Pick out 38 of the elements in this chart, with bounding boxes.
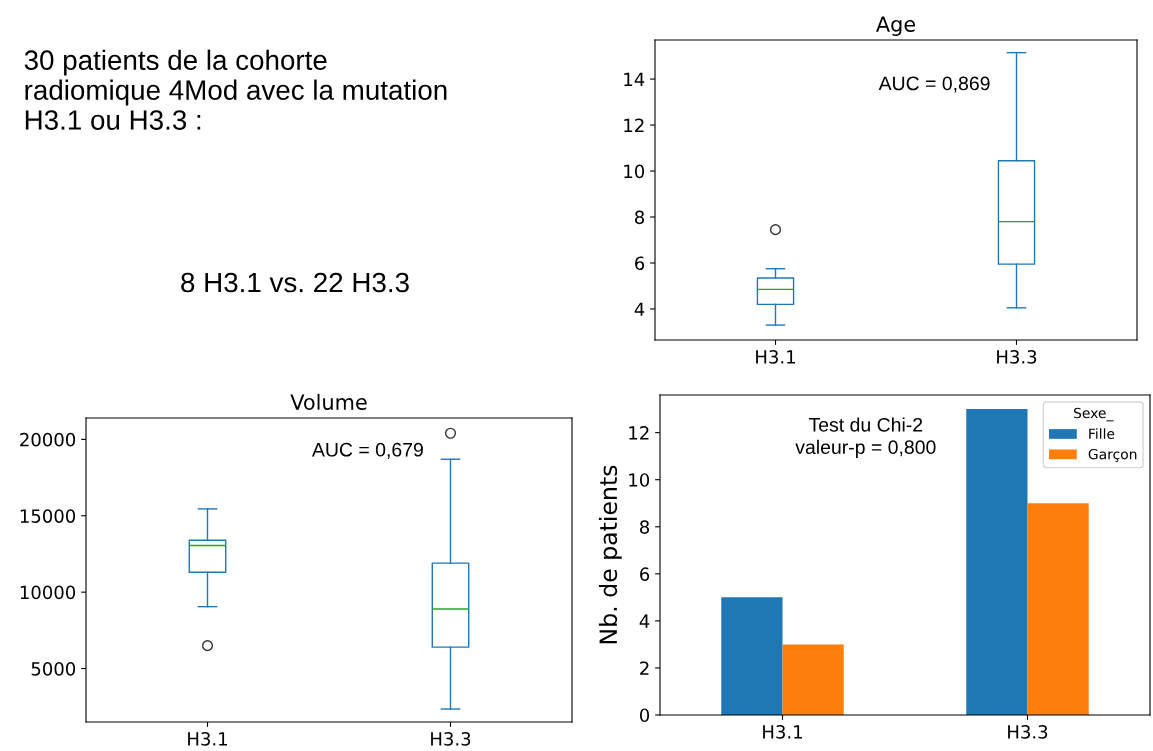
x-tick-label: H3.1	[756, 350, 795, 364]
text: 30 patients de la cohorte radiomique 4Mod avec la mutation H3.1 ou H3.3 :	[24, 49, 447, 130]
x-tick-label: H3.1	[188, 732, 227, 746]
y-tick-label: 12	[624, 118, 644, 132]
y-tick-label: 0	[639, 708, 650, 723]
annotation: AUC = 0,869	[878, 76, 990, 93]
y-tick-label: 10	[624, 164, 645, 179]
x-tick-label: H3.1	[763, 725, 802, 739]
annotation: Test du Chi-2 valeur-p = 0,800	[795, 417, 936, 458]
y-tick-label: 5000	[31, 661, 76, 676]
y-tick-label: 8	[635, 210, 645, 225]
bar	[721, 597, 783, 715]
y-tick-label: 6	[640, 567, 650, 581]
x-tick-label: H3.3	[997, 350, 1037, 364]
legend-title: Sexe_	[1073, 407, 1114, 422]
x-tick-label: H3.3	[431, 732, 471, 746]
annotation: AUC = 0,679	[311, 442, 423, 459]
y-tick-label: 12	[629, 426, 649, 440]
bar	[966, 409, 1028, 715]
y-tick-label: 8	[640, 520, 650, 534]
chart-title: Volume	[290, 393, 367, 410]
y-tick-label: 2	[640, 661, 649, 675]
text: 8 H3.1 vs. 22 H3.3	[181, 272, 409, 293]
y-tick-label: 15000	[20, 509, 76, 523]
y-tick-label: 6	[635, 256, 645, 271]
legend-label: Fille	[1089, 428, 1115, 440]
x-tick-label: H3.3	[1008, 725, 1048, 739]
chart-title: Age	[876, 16, 916, 36]
y-tick-label: 4	[639, 614, 650, 628]
legend-label: Garçon	[1088, 448, 1137, 462]
y-tick-label: 14	[624, 72, 645, 86]
bar	[782, 644, 844, 715]
y-tick-label: 10	[629, 473, 650, 487]
y-tick-label: 20000	[20, 432, 76, 447]
y-tick-label: 4	[634, 302, 645, 316]
y-axis-title: Nb. de patients	[598, 465, 622, 644]
y-tick-label: 10000	[20, 585, 76, 600]
bar	[1027, 503, 1089, 715]
